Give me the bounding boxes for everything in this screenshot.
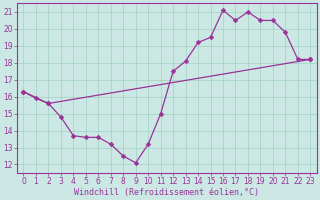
X-axis label: Windchill (Refroidissement éolien,°C): Windchill (Refroidissement éolien,°C) — [74, 188, 260, 197]
